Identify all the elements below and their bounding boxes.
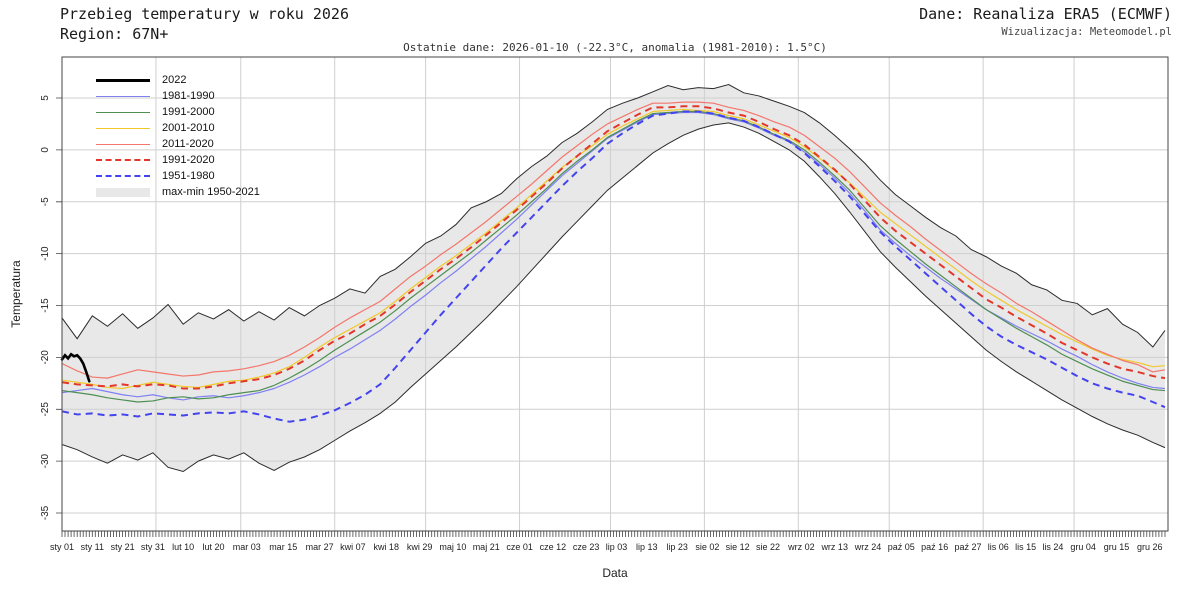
x-tick-label: paź 27 xyxy=(954,542,981,552)
x-axis-labels: sty 01 sty 11 sty 21 sty 31 lut 10 lut 20 mar … xyxy=(50,542,1163,552)
x-tick-label: gru 26 xyxy=(1137,542,1163,552)
x-tick-label: kwi 07 xyxy=(340,542,366,552)
y-tick-label: -5 xyxy=(40,197,51,206)
legend-line-sample xyxy=(96,143,150,145)
x-axis-ticks xyxy=(61,531,1166,537)
y-tick-label: 0 xyxy=(40,147,51,153)
legend-item: 1951-1980 xyxy=(96,168,260,184)
x-tick-label: maj 21 xyxy=(473,542,500,552)
x-tick-label: paź 16 xyxy=(921,542,948,552)
series-line-2001-2010 xyxy=(61,108,1166,390)
x-tick-label: mar 27 xyxy=(306,542,334,552)
x-tick-label: lip 13 xyxy=(636,542,658,552)
y-tick-label: -10 xyxy=(40,246,51,261)
legend-item-label: 1951-1980 xyxy=(162,170,215,182)
x-tick-label: gru 15 xyxy=(1104,542,1130,552)
x-tick-label: sie 12 xyxy=(726,542,750,552)
plot-frame xyxy=(61,56,1169,532)
band-min-line xyxy=(61,122,1166,473)
x-tick-label: cze 12 xyxy=(540,542,567,552)
legend-item: 1991-2020 xyxy=(96,152,260,168)
max-min-band xyxy=(62,84,1165,472)
x-tick-label: sty 01 xyxy=(50,542,74,552)
legend-line-sample xyxy=(96,111,150,113)
region-label: Region: 67N+ xyxy=(60,25,169,43)
x-tick-label: sty 11 xyxy=(81,542,104,552)
x-axis-title: Data xyxy=(602,566,628,580)
x-tick-label: lis 06 xyxy=(988,542,1009,552)
data-source-label: Dane: Reanaliza ERA5 (ECMWF) xyxy=(919,5,1172,23)
legend-item-label: 2022 xyxy=(162,74,187,86)
legend-item-label: 2001-2010 xyxy=(162,122,215,134)
x-tick-label: kwi 18 xyxy=(373,542,399,552)
x-tick-label: mar 15 xyxy=(269,542,297,552)
x-tick-label: sty 21 xyxy=(111,542,135,552)
y-axis-title: Temperatura xyxy=(9,260,23,328)
y-axis-labels: 5 0 -5 -10 -15 -20 -25 -30 -35 xyxy=(40,95,51,520)
x-tick-label: lut 20 xyxy=(202,542,224,552)
x-tick-label: mar 03 xyxy=(233,542,261,552)
x-tick-label: wrz 13 xyxy=(820,542,848,552)
x-tick-label: sie 22 xyxy=(756,542,780,552)
x-tick-label: sty 31 xyxy=(141,542,165,552)
band-max-line xyxy=(61,83,1166,348)
y-tick-label: -25 xyxy=(40,402,51,417)
y-axis-ticks xyxy=(56,97,62,514)
x-tick-label: sie 02 xyxy=(695,542,719,552)
page-title: Przebieg temperatury w roku 2026 xyxy=(60,5,349,23)
credit-label: Wizualizacja: Meteomodel.pl xyxy=(1001,26,1172,38)
series-line-2022 xyxy=(60,352,91,383)
legend-item-label: 1981-1990 xyxy=(162,90,215,102)
last-data-subtitle: Ostatnie dane: 2026-01-10 (-22.3°C, anom… xyxy=(403,41,827,54)
x-tick-label: lip 23 xyxy=(666,542,688,552)
legend-line-sample xyxy=(96,175,150,177)
legend-item-label: max-min 1950-2021 xyxy=(162,186,260,198)
x-tick-label: paź 05 xyxy=(888,542,915,552)
chart-legend: 2022 1981-1990 1991-2000 2001-2010 2011-2020… xyxy=(96,72,260,200)
y-tick-label: -15 xyxy=(40,298,51,313)
y-tick-label: -30 xyxy=(40,453,51,468)
y-tick-label: -20 xyxy=(40,350,51,365)
legend-line-sample xyxy=(96,159,150,161)
legend-line-sample xyxy=(96,78,150,82)
legend-item: max-min 1950-2021 xyxy=(96,184,260,200)
x-tick-label: lis 15 xyxy=(1015,542,1036,552)
series-line-2011-2020 xyxy=(61,101,1166,379)
x-tick-label: lut 10 xyxy=(172,542,194,552)
legend-item-label: 1991-2020 xyxy=(162,154,215,166)
y-tick-label: 5 xyxy=(40,95,51,101)
x-tick-label: lis 24 xyxy=(1042,542,1063,552)
series-line-1991-2020 xyxy=(61,105,1166,390)
legend-band-sample xyxy=(96,187,150,197)
x-tick-label: kwi 29 xyxy=(407,542,433,552)
x-tick-label: wrz 24 xyxy=(854,542,882,552)
legend-item: 1991-2000 xyxy=(96,104,260,120)
x-tick-label: cze 01 xyxy=(506,542,533,552)
x-tick-label: lip 03 xyxy=(606,542,628,552)
legend-item: 2011-2020 xyxy=(96,136,260,152)
x-tick-label: gru 04 xyxy=(1070,542,1096,552)
legend-item: 2001-2010 xyxy=(96,120,260,136)
x-tick-label: cze 23 xyxy=(573,542,600,552)
legend-line-sample xyxy=(96,95,150,97)
legend-item: 1981-1990 xyxy=(96,88,260,104)
series-line-1991-2000 xyxy=(61,110,1166,403)
legend-item: 2022 xyxy=(96,72,260,88)
legend-line-sample xyxy=(96,127,150,129)
legend-item-label: 1991-2000 xyxy=(162,106,215,118)
x-tick-label: wrz 02 xyxy=(787,542,815,552)
legend-item-label: 2011-2020 xyxy=(162,138,214,150)
x-tick-label: maj 10 xyxy=(439,542,466,552)
series-line-1951-1980 xyxy=(61,110,1166,423)
y-tick-label: -35 xyxy=(40,505,51,520)
